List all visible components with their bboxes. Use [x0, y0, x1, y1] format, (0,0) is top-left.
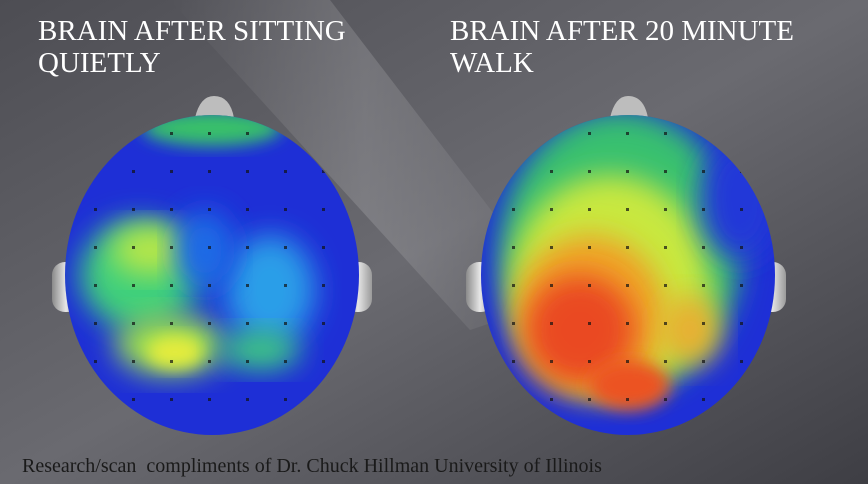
caption: Research/scan compliments of Dr. Chuck H… — [22, 455, 602, 477]
right-brain-scan — [466, 96, 786, 435]
right-title-line: WALK — [450, 47, 534, 79]
light-streak — [170, 0, 560, 330]
left-title-line: BRAIN AFTER SITTING — [38, 15, 346, 47]
left-title-line: QUIETLY — [38, 47, 161, 79]
right-title-line: BRAIN AFTER 20 MINUTE — [450, 15, 794, 47]
